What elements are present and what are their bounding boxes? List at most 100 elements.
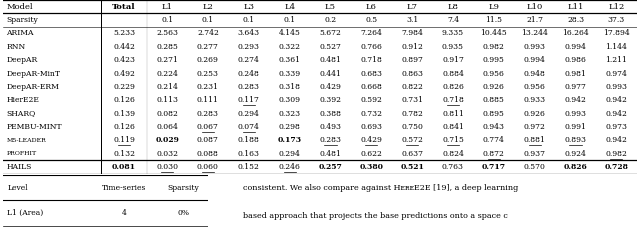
- Text: L4: L4: [284, 3, 295, 11]
- Text: 28.3: 28.3: [567, 16, 584, 24]
- Text: 0.074: 0.074: [238, 123, 260, 131]
- Text: 0.974: 0.974: [605, 69, 627, 78]
- Text: RNN: RNN: [6, 43, 26, 51]
- Text: 0.718: 0.718: [360, 56, 382, 64]
- Text: 0.774: 0.774: [483, 136, 505, 144]
- Text: L1 (Area): L1 (Area): [7, 209, 44, 217]
- Text: 7.264: 7.264: [360, 29, 382, 37]
- Text: Level: Level: [7, 184, 28, 191]
- Text: Sparsity: Sparsity: [168, 184, 199, 191]
- Text: 7.984: 7.984: [401, 29, 423, 37]
- Text: 0.119: 0.119: [113, 136, 135, 144]
- Text: 0.294: 0.294: [238, 110, 260, 118]
- Text: 17.894: 17.894: [603, 29, 630, 37]
- Text: 0.822: 0.822: [401, 83, 423, 91]
- Text: 0.441: 0.441: [319, 69, 341, 78]
- Text: 0.994: 0.994: [564, 43, 586, 51]
- Text: L7: L7: [406, 3, 418, 11]
- Text: 0.298: 0.298: [278, 123, 301, 131]
- Text: 0.943: 0.943: [483, 123, 505, 131]
- Text: HierE2E: HierE2E: [6, 96, 39, 104]
- Text: 0.972: 0.972: [524, 123, 546, 131]
- Text: Model: Model: [6, 3, 33, 11]
- Text: 0.388: 0.388: [319, 110, 342, 118]
- Text: L12: L12: [608, 3, 625, 11]
- Text: 0.917: 0.917: [442, 56, 464, 64]
- Text: SHARQ: SHARQ: [6, 110, 36, 118]
- Text: 0.948: 0.948: [524, 69, 546, 78]
- Text: 0.481: 0.481: [319, 56, 341, 64]
- Text: 0.881: 0.881: [524, 136, 546, 144]
- Text: 0.826: 0.826: [442, 83, 464, 91]
- Text: 0.994: 0.994: [524, 56, 546, 64]
- Text: 0.361: 0.361: [278, 56, 301, 64]
- Text: 5.233: 5.233: [113, 29, 135, 37]
- Text: 0.728: 0.728: [604, 163, 628, 171]
- Text: 0.763: 0.763: [442, 163, 464, 171]
- Text: 0.993: 0.993: [524, 43, 546, 51]
- Text: 0.1: 0.1: [243, 16, 255, 24]
- Text: L8: L8: [447, 3, 458, 11]
- Text: 0%: 0%: [177, 209, 189, 217]
- Text: 0.991: 0.991: [564, 123, 586, 131]
- Text: 0.926: 0.926: [483, 83, 505, 91]
- Text: 0.257: 0.257: [319, 163, 342, 171]
- Text: 0.029: 0.029: [155, 136, 179, 144]
- Text: L6: L6: [366, 3, 377, 11]
- Text: 0.139: 0.139: [113, 110, 135, 118]
- Text: 0.981: 0.981: [564, 69, 586, 78]
- Text: 0.1: 0.1: [284, 16, 296, 24]
- Text: 0.429: 0.429: [360, 136, 382, 144]
- Text: 0.309: 0.309: [278, 96, 301, 104]
- Text: L5: L5: [325, 3, 336, 11]
- Text: 0.782: 0.782: [401, 110, 423, 118]
- Text: 0.942: 0.942: [605, 96, 627, 104]
- Text: 0.111: 0.111: [197, 96, 219, 104]
- Text: 0.173: 0.173: [278, 136, 301, 144]
- Text: 2.563: 2.563: [156, 29, 178, 37]
- Text: 9.335: 9.335: [442, 29, 464, 37]
- Text: 0.572: 0.572: [401, 136, 423, 144]
- Text: 13.244: 13.244: [521, 29, 548, 37]
- Text: 0.283: 0.283: [319, 136, 342, 144]
- Text: 0.841: 0.841: [442, 123, 464, 131]
- Text: 1.144: 1.144: [605, 43, 627, 51]
- Text: 0.1: 0.1: [161, 16, 173, 24]
- Text: 0.318: 0.318: [278, 83, 301, 91]
- Text: L3: L3: [243, 3, 254, 11]
- Text: 0.269: 0.269: [197, 56, 219, 64]
- Text: 0.811: 0.811: [442, 110, 464, 118]
- Text: 0.986: 0.986: [564, 56, 586, 64]
- Text: L2: L2: [202, 3, 213, 11]
- Text: 0.717: 0.717: [482, 163, 506, 171]
- Text: DeepAR-MinT: DeepAR-MinT: [6, 69, 60, 78]
- Text: 37.3: 37.3: [608, 16, 625, 24]
- Text: Time-series: Time-series: [102, 184, 146, 191]
- Text: 0.126: 0.126: [113, 123, 135, 131]
- Text: 0.622: 0.622: [360, 150, 382, 158]
- Text: 0.283: 0.283: [197, 110, 219, 118]
- Text: 3.643: 3.643: [237, 29, 260, 37]
- Text: 0.392: 0.392: [319, 96, 342, 104]
- Text: 0.715: 0.715: [442, 136, 464, 144]
- Text: 0.912: 0.912: [401, 43, 423, 51]
- Text: 0.731: 0.731: [401, 96, 423, 104]
- Text: Total: Total: [112, 3, 136, 11]
- Text: 0.982: 0.982: [605, 150, 627, 158]
- Text: 0.956: 0.956: [524, 83, 546, 91]
- Text: 0.081: 0.081: [112, 163, 136, 171]
- Text: 0.271: 0.271: [156, 56, 178, 64]
- Text: 0.253: 0.253: [197, 69, 219, 78]
- Text: 0.126: 0.126: [113, 96, 135, 104]
- Text: 0.977: 0.977: [564, 83, 586, 91]
- Text: 0.380: 0.380: [359, 163, 383, 171]
- Text: 0.285: 0.285: [156, 43, 178, 51]
- Text: L10: L10: [527, 3, 543, 11]
- Text: 0.895: 0.895: [483, 110, 505, 118]
- Text: 0.442: 0.442: [113, 43, 135, 51]
- Text: 0.926: 0.926: [524, 110, 546, 118]
- Text: 0.521: 0.521: [400, 163, 424, 171]
- Text: based approach that projects the base predictions onto a space c: based approach that projects the base pr…: [243, 212, 508, 220]
- Text: 0.956: 0.956: [483, 69, 505, 78]
- Text: 7.4: 7.4: [447, 16, 459, 24]
